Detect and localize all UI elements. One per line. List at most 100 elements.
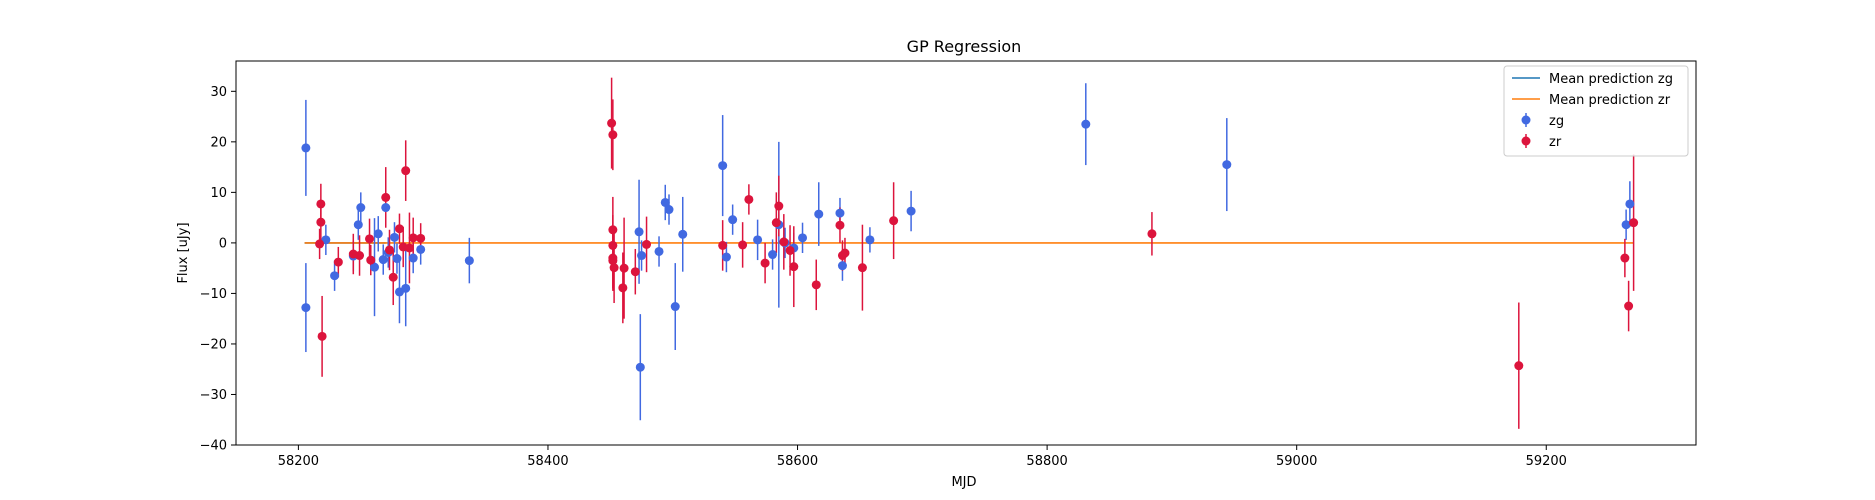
point-zr xyxy=(618,283,628,293)
point-zr xyxy=(642,239,652,249)
point-zr xyxy=(619,263,629,273)
point-zg xyxy=(814,209,824,219)
plot-background xyxy=(236,61,1696,445)
point-zg xyxy=(389,232,399,242)
legend-label-mean-zr: Mean prediction zr xyxy=(1549,93,1671,108)
point-zr xyxy=(771,218,781,228)
point-zr xyxy=(316,217,326,227)
point-zr xyxy=(889,216,899,226)
point-zg xyxy=(635,362,645,372)
y-tick-label: −30 xyxy=(200,388,227,403)
point-zg xyxy=(728,215,738,225)
y-tick-label: −10 xyxy=(200,287,227,302)
x-tick-label: 58400 xyxy=(527,454,568,469)
point-zg xyxy=(408,253,418,263)
point-zg xyxy=(392,254,402,264)
point-zr xyxy=(315,239,325,249)
point-zr xyxy=(365,234,375,244)
point-zg xyxy=(768,250,778,260)
point-zr xyxy=(384,245,394,255)
y-tick-label: 0 xyxy=(219,236,227,251)
plot-area xyxy=(235,60,1697,446)
point-zg xyxy=(718,161,728,171)
point-zg xyxy=(678,229,688,239)
point-zg xyxy=(378,255,388,265)
point-zg xyxy=(1222,160,1232,170)
point-zg xyxy=(660,197,670,207)
point-zr xyxy=(608,130,618,140)
y-axis-label: Flux [uJy] xyxy=(176,222,191,283)
legend-swatch-zr xyxy=(1521,136,1531,146)
point-zr xyxy=(811,280,821,290)
point-zg xyxy=(330,271,340,281)
y-tick-label: −20 xyxy=(200,337,227,352)
point-zr xyxy=(607,118,617,128)
point-zg xyxy=(356,203,366,213)
legend-swatch-zg xyxy=(1521,115,1531,125)
point-zr xyxy=(738,240,748,250)
point-zr xyxy=(1514,361,1524,371)
point-zg xyxy=(1625,199,1635,209)
point-zr xyxy=(355,251,365,261)
point-zg xyxy=(634,227,644,237)
x-tick-label: 59000 xyxy=(1276,454,1317,469)
point-zr xyxy=(840,248,850,258)
x-tick-label: 58600 xyxy=(777,454,818,469)
point-zr xyxy=(1624,301,1634,311)
x-axis-label: MJD xyxy=(951,475,976,490)
point-zr xyxy=(404,243,414,253)
point-zg xyxy=(416,244,426,254)
point-zr xyxy=(608,240,618,250)
y-tick-label: 20 xyxy=(210,135,227,150)
point-zg xyxy=(753,235,763,245)
point-zr xyxy=(857,263,867,273)
point-zr xyxy=(608,225,618,235)
point-zg xyxy=(637,251,647,261)
point-zr xyxy=(316,199,326,209)
point-zg xyxy=(381,203,391,213)
point-zg xyxy=(670,302,680,312)
y-tick-label: 10 xyxy=(210,186,227,201)
point-zg xyxy=(301,303,311,313)
point-zg xyxy=(721,252,731,262)
point-zr xyxy=(381,192,391,202)
x-tick-label: 58800 xyxy=(1026,454,1067,469)
point-zr xyxy=(394,224,404,234)
point-zr xyxy=(388,272,398,282)
legend-label-zr: zr xyxy=(1549,135,1562,150)
point-zr xyxy=(317,331,327,341)
point-zg xyxy=(654,246,664,256)
point-zg xyxy=(664,205,674,215)
point-zg xyxy=(301,143,311,153)
data-points xyxy=(301,118,1639,372)
plot-frame xyxy=(235,60,1697,446)
point-zr xyxy=(1620,253,1630,263)
point-zr xyxy=(789,262,799,272)
point-zg xyxy=(798,233,808,243)
y-tick-label: −40 xyxy=(200,439,227,454)
point-zr xyxy=(1629,218,1639,228)
point-zr xyxy=(608,256,618,266)
point-zg xyxy=(837,261,847,271)
x-tick-label: 58200 xyxy=(278,454,319,469)
point-zr xyxy=(630,267,640,277)
point-zr xyxy=(609,263,619,273)
point-zr xyxy=(760,258,770,268)
point-zr xyxy=(718,240,728,250)
point-zr xyxy=(1147,229,1157,239)
y-axis: −40 −30 −20 −10 0 10 20 30 xyxy=(200,85,236,454)
point-zg xyxy=(835,208,845,218)
point-zr xyxy=(408,233,418,243)
point-zr xyxy=(744,194,754,204)
chart-title: GP Regression xyxy=(907,37,1022,56)
legend-label-mean-zg: Mean prediction zg xyxy=(1549,72,1673,87)
point-zr xyxy=(401,166,411,176)
legend-box xyxy=(1503,65,1689,157)
legend-label-zg: zg xyxy=(1549,114,1564,129)
legend: Mean prediction zg Mean prediction zr zg… xyxy=(1503,65,1689,157)
point-zr xyxy=(779,237,789,247)
point-zr xyxy=(333,257,343,267)
y-tick-label: 30 xyxy=(210,85,227,100)
point-zg xyxy=(464,256,474,266)
